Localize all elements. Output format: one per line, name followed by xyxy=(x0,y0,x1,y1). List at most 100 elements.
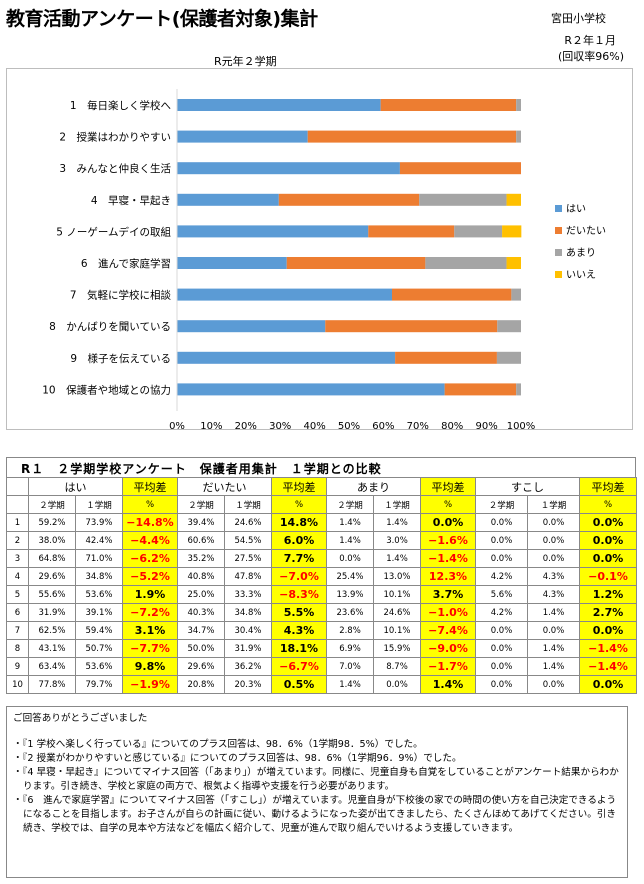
term2-header: ２学期 xyxy=(28,495,76,514)
term1-header: １学期 xyxy=(373,495,421,514)
note-item: ・『2 授業がわかりやすいと感じている』についてのプラス回答は、98．6%（1学… xyxy=(13,753,462,764)
term2-value: 77.8% xyxy=(28,675,76,694)
notes-box: ご回答ありがとうございました ・『1 学校へ楽しく行っている』についてのプラス回… xyxy=(6,706,628,878)
category-label: 9 様子を伝えている xyxy=(70,352,171,365)
bar-segment-いいえ xyxy=(506,193,521,206)
x-tick-label: 90% xyxy=(475,421,497,431)
term1-value: 20.3% xyxy=(224,675,272,694)
page-title: 教育活動アンケート(保護者対象)集計 xyxy=(6,8,318,30)
diff-value: 12.3% xyxy=(420,567,476,586)
bar-segment-はい xyxy=(177,351,396,364)
term1-value: 10.1% xyxy=(373,585,421,604)
diff-value: 18.1% xyxy=(271,639,327,658)
term1-value: 33.3% xyxy=(224,585,272,604)
term2-value: 63.4% xyxy=(28,657,76,676)
notes-list: ・『1 学校へ楽しく行っている』についてのプラス回答は、98．6%（1学期98．… xyxy=(13,738,621,836)
term1-value: 0.0% xyxy=(373,675,421,694)
diff-value: 9.8% xyxy=(122,657,178,676)
term1-value: 1.4% xyxy=(527,639,580,658)
diff-value: 0.0% xyxy=(579,675,637,694)
term1-value: 50.7% xyxy=(75,639,123,658)
table-row: 9 63.4% 53.6% 9.8% 29.6% 36.2% −6.7% 7.0% 8.7% −1… xyxy=(6,657,637,676)
term1-value: 59.4% xyxy=(75,621,123,640)
table-group-header: はい 平均差 だいたい 平均差 あまり 平均差 すこし 平均差 xyxy=(6,477,637,496)
term2-value: 50.0% xyxy=(177,639,225,658)
row-number: 9 xyxy=(6,657,29,676)
survey-period: R元年２学期 xyxy=(214,55,277,68)
term2-value: 4.2% xyxy=(475,603,528,622)
group-header-sukoshi: すこし xyxy=(475,477,580,496)
term2-value: 29.6% xyxy=(177,657,225,676)
diff-value: 1.9% xyxy=(122,585,178,604)
term2-value: 2.8% xyxy=(326,621,374,640)
bar-segment-あまり xyxy=(511,288,521,301)
bar-segment-あまり xyxy=(516,130,521,143)
term1-value: 54.5% xyxy=(224,531,272,550)
group-header-hai: はい xyxy=(28,477,123,496)
table-row: 5 55.6% 53.6% 1.9% 25.0% 33.3% −8.3% 13.9% 10.1%… xyxy=(6,585,637,604)
x-tick-label: 60% xyxy=(372,421,394,431)
bar-segment-あまり xyxy=(496,351,521,364)
term2-value: 0.0% xyxy=(326,549,374,568)
term1-value: 0.0% xyxy=(527,621,580,640)
diff-value: 3.7% xyxy=(420,585,476,604)
term1-value: 1.4% xyxy=(527,657,580,676)
term1-value: 24.6% xyxy=(224,513,272,532)
table-row: 6 31.9% 39.1% −7.2% 40.3% 34.8% 5.5% 23.6% 24.6%… xyxy=(6,603,637,622)
diff-header: 平均差 xyxy=(420,477,476,496)
term1-value: 0.0% xyxy=(527,513,580,532)
note-item: ・『6 進んで家庭学習』についてマイナス回答（「すこし」）が増えています。児童自… xyxy=(13,795,617,834)
term1-value: 3.0% xyxy=(373,531,421,550)
x-tick-label: 0% xyxy=(169,421,185,431)
diff-value: −1.7% xyxy=(420,657,476,676)
category-label: 5 ノーゲームデイの取組 xyxy=(56,225,171,238)
term2-value: 0.0% xyxy=(475,639,528,658)
corner-cell xyxy=(6,495,29,514)
term1-value: 1.4% xyxy=(373,549,421,568)
term2-value: 62.5% xyxy=(28,621,76,640)
row-number: 6 xyxy=(6,603,29,622)
term1-value: 4.3% xyxy=(527,585,580,604)
bar-segment-あまり xyxy=(419,193,507,206)
pct-header: % xyxy=(420,495,476,514)
corner-cell xyxy=(6,477,29,496)
term1-value: 4.3% xyxy=(527,567,580,586)
term1-value: 0.0% xyxy=(527,675,580,694)
diff-value: 3.1% xyxy=(122,621,178,640)
table-row: 4 29.6% 34.8% −5.2% 40.8% 47.8% −7.0% 25.4% 13.0… xyxy=(6,567,637,586)
row-number: 4 xyxy=(6,567,29,586)
legend-label: だいたい xyxy=(566,225,606,237)
table-body: 1 59.2% 73.9% −14.8% 39.4% 24.6% 14.8% 1.4% 1.4%… xyxy=(6,513,637,694)
term1-value: 73.9% xyxy=(75,513,123,532)
table-row: 7 62.5% 59.4% 3.1% 34.7% 30.4% 4.3% 2.8% 10.1% −7… xyxy=(6,621,637,640)
diff-value: −1.6% xyxy=(420,531,476,550)
term2-header: ２学期 xyxy=(475,495,528,514)
diff-value: 7.7% xyxy=(271,549,327,568)
bar-segment-だいたい xyxy=(380,99,517,111)
category-label: 7 気軽に学校に相談 xyxy=(70,289,172,302)
category-label: 8 かんばりを聞いている xyxy=(49,321,171,333)
x-tick-label: 100% xyxy=(507,421,536,431)
diff-value: −1.9% xyxy=(122,675,178,694)
term1-value: 30.4% xyxy=(224,621,272,640)
term2-value: 40.3% xyxy=(177,603,225,622)
term2-value: 59.2% xyxy=(28,513,76,532)
term2-value: 0.0% xyxy=(475,549,528,568)
thanks-text: ご回答ありがとうございました xyxy=(13,713,148,724)
term1-value: 27.5% xyxy=(224,549,272,568)
diff-value: 0.0% xyxy=(579,531,637,550)
term1-value: 0.0% xyxy=(527,531,580,550)
diff-value: −7.0% xyxy=(271,567,327,586)
diff-value: 6.0% xyxy=(271,531,327,550)
term1-header: １学期 xyxy=(224,495,272,514)
term2-value: 25.0% xyxy=(177,585,225,604)
bar-segment-だいたい xyxy=(325,320,498,333)
term1-value: 1.4% xyxy=(373,513,421,532)
pct-header: % xyxy=(122,495,178,514)
category-label: 6 進んで家庭学習 xyxy=(81,257,171,270)
diff-value: −1.4% xyxy=(420,549,476,568)
note-item: ・『4 早寝・早起き』についてマイナス回答（「あまり」）が増えています。同様に、… xyxy=(13,767,619,792)
bar-segment-だいたい xyxy=(444,383,517,396)
bar-segment-はい xyxy=(177,320,326,333)
x-tick-label: 40% xyxy=(303,421,325,431)
